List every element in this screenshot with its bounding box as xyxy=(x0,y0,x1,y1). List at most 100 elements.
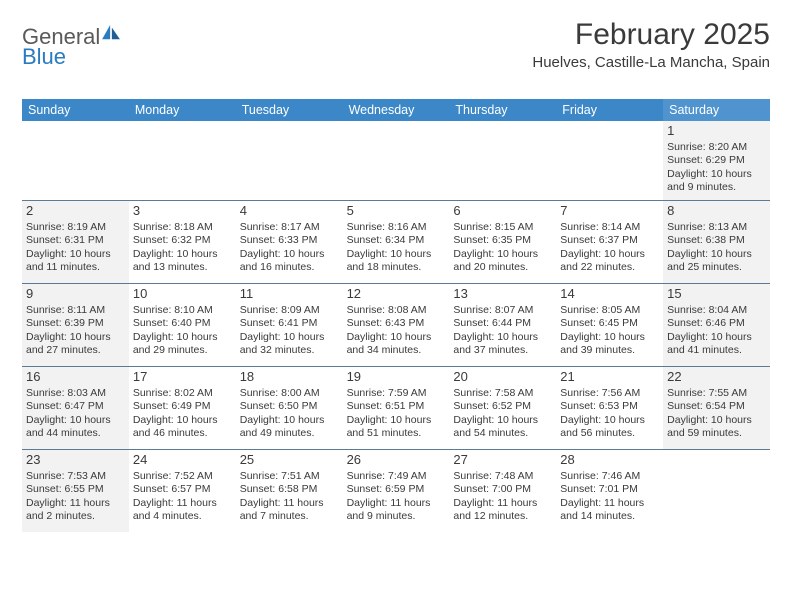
day-cell: 4Sunrise: 8:17 AMSunset: 6:33 PMDaylight… xyxy=(236,201,343,283)
day-cell: 2Sunrise: 8:19 AMSunset: 6:31 PMDaylight… xyxy=(22,201,129,283)
day-cell: 26Sunrise: 7:49 AMSunset: 6:59 PMDayligh… xyxy=(343,450,450,532)
day-cell: 12Sunrise: 8:08 AMSunset: 6:43 PMDayligh… xyxy=(343,284,450,366)
sunrise-text: Sunrise: 8:08 AM xyxy=(347,304,446,317)
daylight-text: and 46 minutes. xyxy=(133,427,232,440)
daylight-text: Daylight: 10 hours xyxy=(347,248,446,261)
sunset-text: Sunset: 6:49 PM xyxy=(133,400,232,413)
daylight-text: and 9 minutes. xyxy=(667,181,766,194)
sunset-text: Sunset: 6:52 PM xyxy=(453,400,552,413)
day-number: 4 xyxy=(240,203,339,220)
calendar-grid: Sunday Monday Tuesday Wednesday Thursday… xyxy=(22,99,770,532)
daylight-text: and 16 minutes. xyxy=(240,261,339,274)
day-cell xyxy=(129,121,236,200)
month-title: February 2025 xyxy=(532,18,770,52)
sunrise-text: Sunrise: 7:51 AM xyxy=(240,470,339,483)
day-cell: 21Sunrise: 7:56 AMSunset: 6:53 PMDayligh… xyxy=(556,367,663,449)
sunset-text: Sunset: 6:29 PM xyxy=(667,154,766,167)
day-cell: 25Sunrise: 7:51 AMSunset: 6:58 PMDayligh… xyxy=(236,450,343,532)
header: General February 2025 Huelves, Castille-… xyxy=(22,18,770,71)
day-cell: 27Sunrise: 7:48 AMSunset: 7:00 PMDayligh… xyxy=(449,450,556,532)
weekday-mon: Monday xyxy=(129,99,236,121)
day-number: 8 xyxy=(667,203,766,220)
day-number: 13 xyxy=(453,286,552,303)
daylight-text: Daylight: 10 hours xyxy=(240,414,339,427)
day-number: 16 xyxy=(26,369,125,386)
sunrise-text: Sunrise: 8:18 AM xyxy=(133,221,232,234)
daylight-text: Daylight: 10 hours xyxy=(133,248,232,261)
daylight-text: and 44 minutes. xyxy=(26,427,125,440)
sunset-text: Sunset: 6:38 PM xyxy=(667,234,766,247)
daylight-text: and 22 minutes. xyxy=(560,261,659,274)
day-number: 23 xyxy=(26,452,125,469)
daylight-text: Daylight: 11 hours xyxy=(560,497,659,510)
sunset-text: Sunset: 6:35 PM xyxy=(453,234,552,247)
brand-word-2: Blue xyxy=(22,44,66,69)
day-number: 3 xyxy=(133,203,232,220)
sunset-text: Sunset: 6:51 PM xyxy=(347,400,446,413)
sunrise-text: Sunrise: 8:10 AM xyxy=(133,304,232,317)
daylight-text: Daylight: 10 hours xyxy=(133,331,232,344)
day-cell: 6Sunrise: 8:15 AMSunset: 6:35 PMDaylight… xyxy=(449,201,556,283)
day-cell: 19Sunrise: 7:59 AMSunset: 6:51 PMDayligh… xyxy=(343,367,450,449)
sunrise-text: Sunrise: 8:20 AM xyxy=(667,141,766,154)
sunrise-text: Sunrise: 8:15 AM xyxy=(453,221,552,234)
day-cell: 13Sunrise: 8:07 AMSunset: 6:44 PMDayligh… xyxy=(449,284,556,366)
sunset-text: Sunset: 6:33 PM xyxy=(240,234,339,247)
day-cell: 18Sunrise: 8:00 AMSunset: 6:50 PMDayligh… xyxy=(236,367,343,449)
day-number: 24 xyxy=(133,452,232,469)
day-cell: 22Sunrise: 7:55 AMSunset: 6:54 PMDayligh… xyxy=(663,367,770,449)
day-number: 18 xyxy=(240,369,339,386)
daylight-text: Daylight: 10 hours xyxy=(453,414,552,427)
day-number: 17 xyxy=(133,369,232,386)
sunset-text: Sunset: 6:53 PM xyxy=(560,400,659,413)
sunrise-text: Sunrise: 7:48 AM xyxy=(453,470,552,483)
sunset-text: Sunset: 6:50 PM xyxy=(240,400,339,413)
day-number: 7 xyxy=(560,203,659,220)
sunrise-text: Sunrise: 7:46 AM xyxy=(560,470,659,483)
daylight-text: and 11 minutes. xyxy=(26,261,125,274)
week-row: 23Sunrise: 7:53 AMSunset: 6:55 PMDayligh… xyxy=(22,450,770,532)
sunrise-text: Sunrise: 8:09 AM xyxy=(240,304,339,317)
calendar-page: General February 2025 Huelves, Castille-… xyxy=(0,0,792,532)
day-cell xyxy=(663,450,770,532)
sunset-text: Sunset: 6:40 PM xyxy=(133,317,232,330)
daylight-text: Daylight: 10 hours xyxy=(453,248,552,261)
day-cell xyxy=(236,121,343,200)
day-number: 11 xyxy=(240,286,339,303)
daylight-text: Daylight: 10 hours xyxy=(667,168,766,181)
sunset-text: Sunset: 6:55 PM xyxy=(26,483,125,496)
weeks-container: 1Sunrise: 8:20 AMSunset: 6:29 PMDaylight… xyxy=(22,121,770,532)
day-cell: 17Sunrise: 8:02 AMSunset: 6:49 PMDayligh… xyxy=(129,367,236,449)
sunset-text: Sunset: 6:54 PM xyxy=(667,400,766,413)
day-number: 6 xyxy=(453,203,552,220)
daylight-text: and 41 minutes. xyxy=(667,344,766,357)
day-cell: 23Sunrise: 7:53 AMSunset: 6:55 PMDayligh… xyxy=(22,450,129,532)
daylight-text: and 4 minutes. xyxy=(133,510,232,523)
daylight-text: Daylight: 10 hours xyxy=(560,331,659,344)
day-number: 22 xyxy=(667,369,766,386)
sunrise-text: Sunrise: 8:04 AM xyxy=(667,304,766,317)
sunset-text: Sunset: 6:58 PM xyxy=(240,483,339,496)
daylight-text: and 59 minutes. xyxy=(667,427,766,440)
daylight-text: Daylight: 10 hours xyxy=(347,414,446,427)
daylight-text: and 12 minutes. xyxy=(453,510,552,523)
daylight-text: and 49 minutes. xyxy=(240,427,339,440)
day-cell: 20Sunrise: 7:58 AMSunset: 6:52 PMDayligh… xyxy=(449,367,556,449)
daylight-text: and 25 minutes. xyxy=(667,261,766,274)
week-row: 9Sunrise: 8:11 AMSunset: 6:39 PMDaylight… xyxy=(22,284,770,367)
day-number: 10 xyxy=(133,286,232,303)
daylight-text: Daylight: 10 hours xyxy=(240,248,339,261)
week-row: 1Sunrise: 8:20 AMSunset: 6:29 PMDaylight… xyxy=(22,121,770,201)
daylight-text: and 51 minutes. xyxy=(347,427,446,440)
week-row: 2Sunrise: 8:19 AMSunset: 6:31 PMDaylight… xyxy=(22,201,770,284)
day-cell: 7Sunrise: 8:14 AMSunset: 6:37 PMDaylight… xyxy=(556,201,663,283)
sail-icon xyxy=(102,25,120,41)
daylight-text: and 14 minutes. xyxy=(560,510,659,523)
daylight-text: Daylight: 11 hours xyxy=(133,497,232,510)
daylight-text: Daylight: 10 hours xyxy=(26,414,125,427)
day-number: 25 xyxy=(240,452,339,469)
sunrise-text: Sunrise: 8:00 AM xyxy=(240,387,339,400)
day-cell: 5Sunrise: 8:16 AMSunset: 6:34 PMDaylight… xyxy=(343,201,450,283)
day-number: 15 xyxy=(667,286,766,303)
sunrise-text: Sunrise: 8:16 AM xyxy=(347,221,446,234)
